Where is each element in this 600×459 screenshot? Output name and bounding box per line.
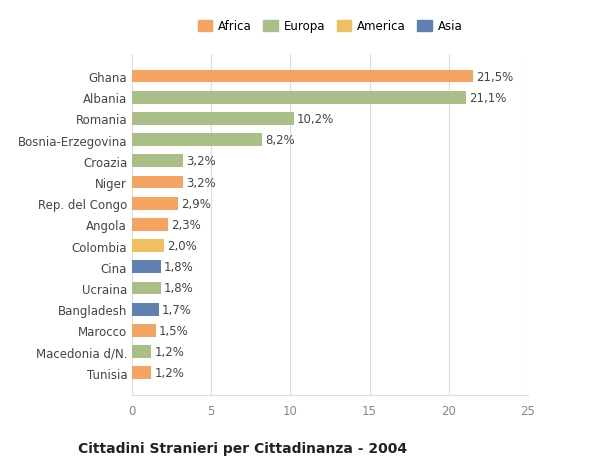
Bar [132, 113, 293, 125]
Bar [132, 134, 262, 147]
Text: 21,5%: 21,5% [476, 70, 513, 84]
Bar [132, 240, 164, 252]
Bar [132, 303, 159, 316]
Text: 1,8%: 1,8% [164, 282, 193, 295]
Text: 1,2%: 1,2% [154, 345, 184, 358]
Bar [132, 282, 161, 295]
Bar [132, 197, 178, 210]
Bar [132, 367, 151, 379]
Legend: Africa, Europa, America, Asia: Africa, Europa, America, Asia [194, 17, 466, 37]
Text: 10,2%: 10,2% [297, 112, 334, 126]
Bar [132, 346, 151, 358]
Text: 3,2%: 3,2% [186, 155, 215, 168]
Bar [132, 71, 473, 83]
Text: 8,2%: 8,2% [265, 134, 295, 147]
Bar [132, 218, 169, 231]
Bar [132, 176, 182, 189]
Text: 1,7%: 1,7% [162, 303, 192, 316]
Text: 3,2%: 3,2% [186, 176, 215, 189]
Text: 2,3%: 2,3% [172, 218, 202, 231]
Text: 1,8%: 1,8% [164, 261, 193, 274]
Bar [132, 325, 156, 337]
Text: 1,2%: 1,2% [154, 366, 184, 380]
Text: 2,0%: 2,0% [167, 240, 197, 252]
Bar [132, 261, 161, 274]
Bar [132, 92, 466, 104]
Text: Cittadini Stranieri per Cittadinanza - 2004: Cittadini Stranieri per Cittadinanza - 2… [78, 441, 407, 454]
Text: 2,9%: 2,9% [181, 197, 211, 210]
Bar [132, 155, 182, 168]
Text: 21,1%: 21,1% [469, 91, 507, 105]
Text: 1,5%: 1,5% [159, 324, 188, 337]
